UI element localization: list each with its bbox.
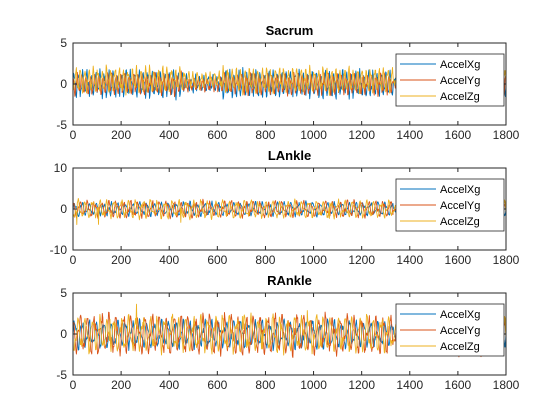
x-tick-label: 400 (159, 378, 179, 392)
x-tick-label: 600 (207, 378, 227, 392)
x-tick-label: 200 (111, 253, 131, 267)
subplot-title: RAnkle (267, 273, 312, 288)
x-tick-label: 1200 (348, 128, 375, 142)
legend: AccelXg AccelYg AccelZg (395, 53, 505, 107)
x-tick-label: 0 (70, 378, 77, 392)
x-tick-label: 200 (111, 378, 131, 392)
x-tick-label: 800 (255, 378, 275, 392)
x-tick-label: 1800 (493, 253, 520, 267)
x-tick-label: 600 (207, 128, 227, 142)
y-tick-label: -5 (56, 118, 67, 132)
x-tick-label: 800 (255, 253, 275, 267)
x-tick-label: 1000 (300, 378, 327, 392)
y-tick-label: -5 (56, 368, 67, 382)
x-tick-label: 0 (70, 128, 77, 142)
x-tick-label: 1600 (445, 128, 472, 142)
x-tick-label: 1400 (396, 128, 423, 142)
x-tick-label: 1600 (445, 253, 472, 267)
subplot-title: LAnkle (268, 148, 311, 163)
x-tick-label: 1600 (445, 378, 472, 392)
subplot-sacrum: 0 200 400 600 800 1000 1200 1400 1600 1800-505Sac… (56, 23, 519, 142)
x-tick-label: 1400 (396, 253, 423, 267)
x-tick-label: 1800 (493, 128, 520, 142)
y-tick-label: 0 (60, 202, 67, 216)
x-tick-label: 600 (207, 253, 227, 267)
subplots: 0 200 400 600 800 1000 1200 1400 1600 1800-505Sac… (50, 23, 520, 392)
legend-label-accelyg: AccelYg (440, 75, 480, 87)
y-tick-label: 0 (60, 77, 67, 91)
y-tick-label: 5 (60, 36, 67, 50)
x-tick-label: 800 (255, 128, 275, 142)
x-tick-label: 200 (111, 128, 131, 142)
legend: AccelXg AccelYg AccelZg (395, 178, 505, 232)
x-tick-label: 1200 (348, 378, 375, 392)
x-tick-label: 1200 (348, 253, 375, 267)
legend-label-accelxg: AccelXg (440, 184, 480, 196)
y-tick-label: 0 (60, 327, 67, 341)
x-tick-label: 1000 (300, 128, 327, 142)
x-tick-label: 1400 (396, 378, 423, 392)
x-tick-label: 1800 (493, 378, 520, 392)
x-tick-label: 400 (159, 253, 179, 267)
legend-label-accelxg: AccelXg (440, 59, 480, 71)
legend-label-accelzg: AccelZg (440, 91, 480, 103)
subplot-lankle: 0 200 400 600 800 1000 1200 1400 1600 1800-10010L… (50, 148, 520, 267)
legend-label-accelyg: AccelYg (440, 200, 480, 212)
legend-label-accelzg: AccelZg (440, 216, 480, 228)
subplot-title: Sacrum (266, 23, 314, 38)
y-tick-label: 5 (60, 286, 67, 300)
legend-label-accelzg: AccelZg (440, 341, 480, 353)
y-tick-label: 10 (54, 161, 68, 175)
x-tick-label: 1000 (300, 253, 327, 267)
y-tick-label: -10 (50, 243, 68, 257)
x-tick-label: 400 (159, 128, 179, 142)
legend: AccelXg AccelYg AccelZg (395, 303, 505, 357)
subplot-rankle: 0 200 400 600 800 1000 1200 1400 1600 1800-505RAn… (56, 273, 519, 392)
legend-label-accelxg: AccelXg (440, 309, 480, 321)
x-tick-label: 0 (70, 253, 77, 267)
legend-label-accelyg: AccelYg (440, 325, 480, 337)
